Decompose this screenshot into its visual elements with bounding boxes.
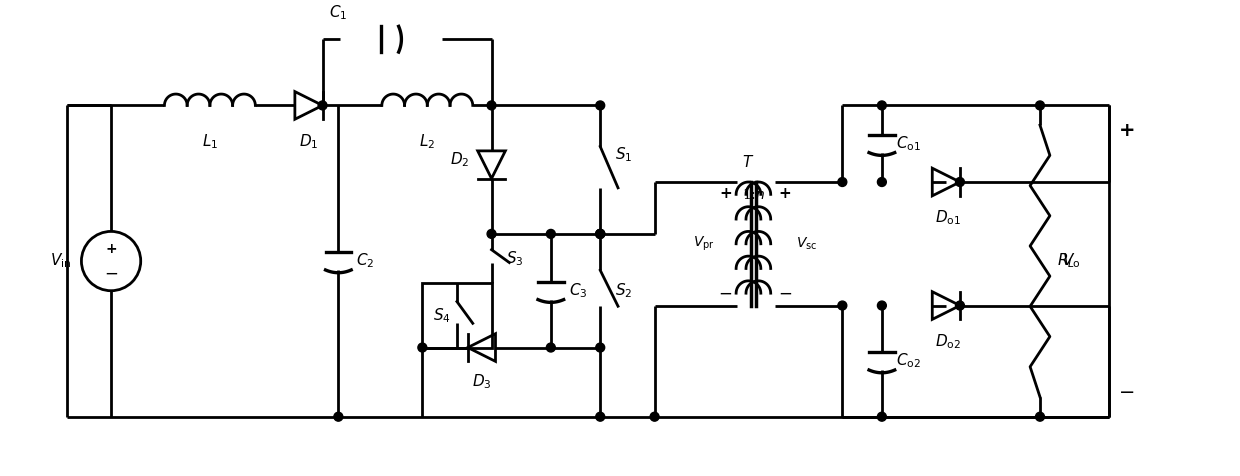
Circle shape	[418, 343, 427, 352]
Text: $C_{\rm o2}$: $C_{\rm o2}$	[895, 352, 920, 370]
Circle shape	[595, 229, 605, 238]
Circle shape	[547, 229, 556, 238]
Circle shape	[838, 301, 847, 310]
Text: +: +	[779, 187, 791, 201]
Text: $S_3$: $S_3$	[506, 249, 525, 268]
Text: +: +	[105, 242, 117, 256]
Text: $V_{\rm in}$: $V_{\rm in}$	[51, 252, 72, 270]
Circle shape	[878, 301, 887, 310]
Text: $C_2$: $C_2$	[356, 252, 374, 270]
Text: $V_{\rm sc}$: $V_{\rm sc}$	[796, 236, 817, 252]
Text: $T$: $T$	[743, 154, 755, 170]
Circle shape	[595, 229, 605, 238]
Circle shape	[595, 343, 605, 352]
Circle shape	[838, 178, 847, 187]
Text: $C_1$: $C_1$	[329, 4, 347, 22]
Bar	[423, 283, 491, 347]
Text: −: −	[779, 285, 792, 303]
Text: $V_{\rm pr}$: $V_{\rm pr}$	[693, 235, 714, 253]
Circle shape	[956, 178, 965, 187]
Circle shape	[1035, 412, 1044, 421]
Circle shape	[319, 101, 327, 110]
Circle shape	[334, 412, 342, 421]
Text: $D_2$: $D_2$	[450, 150, 470, 169]
Circle shape	[878, 101, 887, 110]
Text: +: +	[1118, 120, 1136, 139]
Text: $S_1$: $S_1$	[615, 146, 632, 164]
Circle shape	[878, 412, 887, 421]
Text: $D_{\rm o1}$: $D_{\rm o1}$	[935, 208, 961, 228]
Text: 1:$n$: 1:$n$	[742, 187, 765, 202]
Circle shape	[595, 412, 605, 421]
Circle shape	[487, 101, 496, 110]
Text: −: −	[104, 265, 118, 283]
Text: −: −	[1118, 383, 1136, 401]
Text: $C_3$: $C_3$	[569, 281, 587, 300]
Circle shape	[650, 412, 658, 421]
Circle shape	[878, 178, 887, 187]
Circle shape	[487, 229, 496, 238]
Text: $L_2$: $L_2$	[419, 132, 435, 151]
Text: $D_1$: $D_1$	[299, 132, 319, 151]
Text: $S_4$: $S_4$	[433, 306, 451, 325]
Circle shape	[1035, 101, 1044, 110]
Circle shape	[595, 229, 605, 238]
Text: $R_L$: $R_L$	[1056, 252, 1075, 270]
Text: $D_{\rm o2}$: $D_{\rm o2}$	[935, 332, 961, 351]
Text: $D_3$: $D_3$	[472, 372, 491, 391]
Text: $S_2$: $S_2$	[615, 281, 632, 300]
Text: $C_{\rm o1}$: $C_{\rm o1}$	[895, 134, 920, 153]
Text: +: +	[719, 187, 732, 201]
Text: $V_{\rm o}$: $V_{\rm o}$	[1061, 252, 1080, 270]
Text: −: −	[718, 285, 732, 303]
Circle shape	[547, 343, 556, 352]
Text: $L_1$: $L_1$	[202, 132, 218, 151]
Circle shape	[595, 101, 605, 110]
Circle shape	[956, 301, 965, 310]
